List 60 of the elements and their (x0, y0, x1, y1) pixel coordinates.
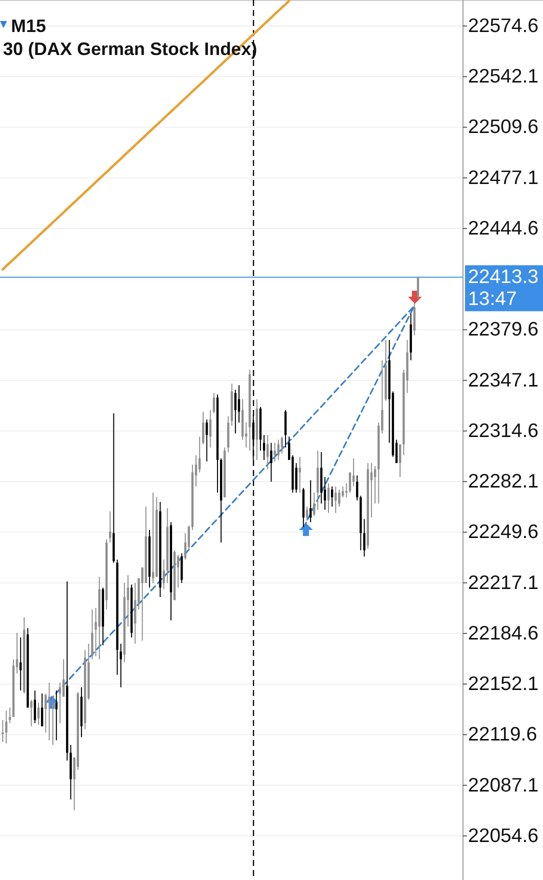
ref-line-label: 22413.3 (468, 266, 538, 288)
candlestick (284, 410, 287, 448)
candlestick (348, 472, 352, 494)
candlestick (363, 518, 366, 558)
candlestick (2, 720, 4, 742)
y-tick-label: 22184.6 (468, 622, 538, 644)
candlestick (334, 486, 337, 514)
y-tick-label: 22477.1 (468, 166, 538, 189)
candlestick (270, 442, 272, 482)
candlestick (162, 559, 165, 590)
candlestick (152, 492, 154, 584)
candlestick (198, 436, 201, 473)
candlestick (327, 482, 330, 514)
y-tick-label: 22152.1 (468, 673, 538, 696)
candlestick (330, 486, 334, 508)
candlestick (109, 510, 112, 543)
candlestick (238, 384, 240, 424)
y-tick-label: 22314.6 (468, 420, 538, 442)
y-tick-label: 22379.6 (468, 318, 538, 341)
text: M15 (11, 16, 46, 36)
candlestick (37, 702, 40, 726)
candlestick (206, 418, 208, 462)
candlestick (280, 436, 284, 454)
y-tick-label: 22217.1 (468, 572, 538, 594)
y-tick-label: 22574.6 (468, 15, 538, 38)
candlestick (416, 276, 420, 300)
y-tick-label: 22347.1 (468, 369, 538, 392)
y-tick-label: 22087.1 (468, 774, 538, 796)
y-tick-label: 22054.6 (468, 824, 538, 847)
candlestick (298, 456, 301, 494)
candlestick (356, 475, 358, 501)
y-tick-label: 22444.6 (468, 217, 538, 240)
y-tick-label: 22249.6 (468, 521, 538, 544)
candlestick (52, 696, 54, 746)
candlestick (277, 439, 280, 460)
candlestick (48, 682, 50, 741)
candlestick (309, 480, 312, 523)
text: 13:47 (468, 288, 517, 310)
candlestick (40, 693, 44, 727)
candlestick (34, 690, 36, 724)
candlestick (399, 444, 402, 478)
y-tick-label: 22542.1 (468, 66, 538, 88)
candlestick (274, 442, 276, 462)
candlestick (62, 658, 65, 698)
candlestick (209, 410, 212, 448)
candlestick (266, 434, 269, 470)
y-tick-label: 22509.6 (468, 116, 538, 138)
candlestick (30, 699, 32, 727)
candlestick (134, 582, 136, 644)
candlestick (212, 392, 216, 414)
candlestick (91, 608, 94, 660)
y-tick-label: 22282.1 (468, 470, 538, 493)
line-series (2, 0, 290, 271)
candlestick (180, 552, 183, 584)
candlestick (202, 411, 204, 445)
candlestick (313, 492, 316, 517)
y-tick-label: 22119.6 (468, 724, 538, 746)
candlestick (5, 710, 8, 744)
candlestick (234, 389, 237, 434)
candlestick (338, 489, 340, 508)
